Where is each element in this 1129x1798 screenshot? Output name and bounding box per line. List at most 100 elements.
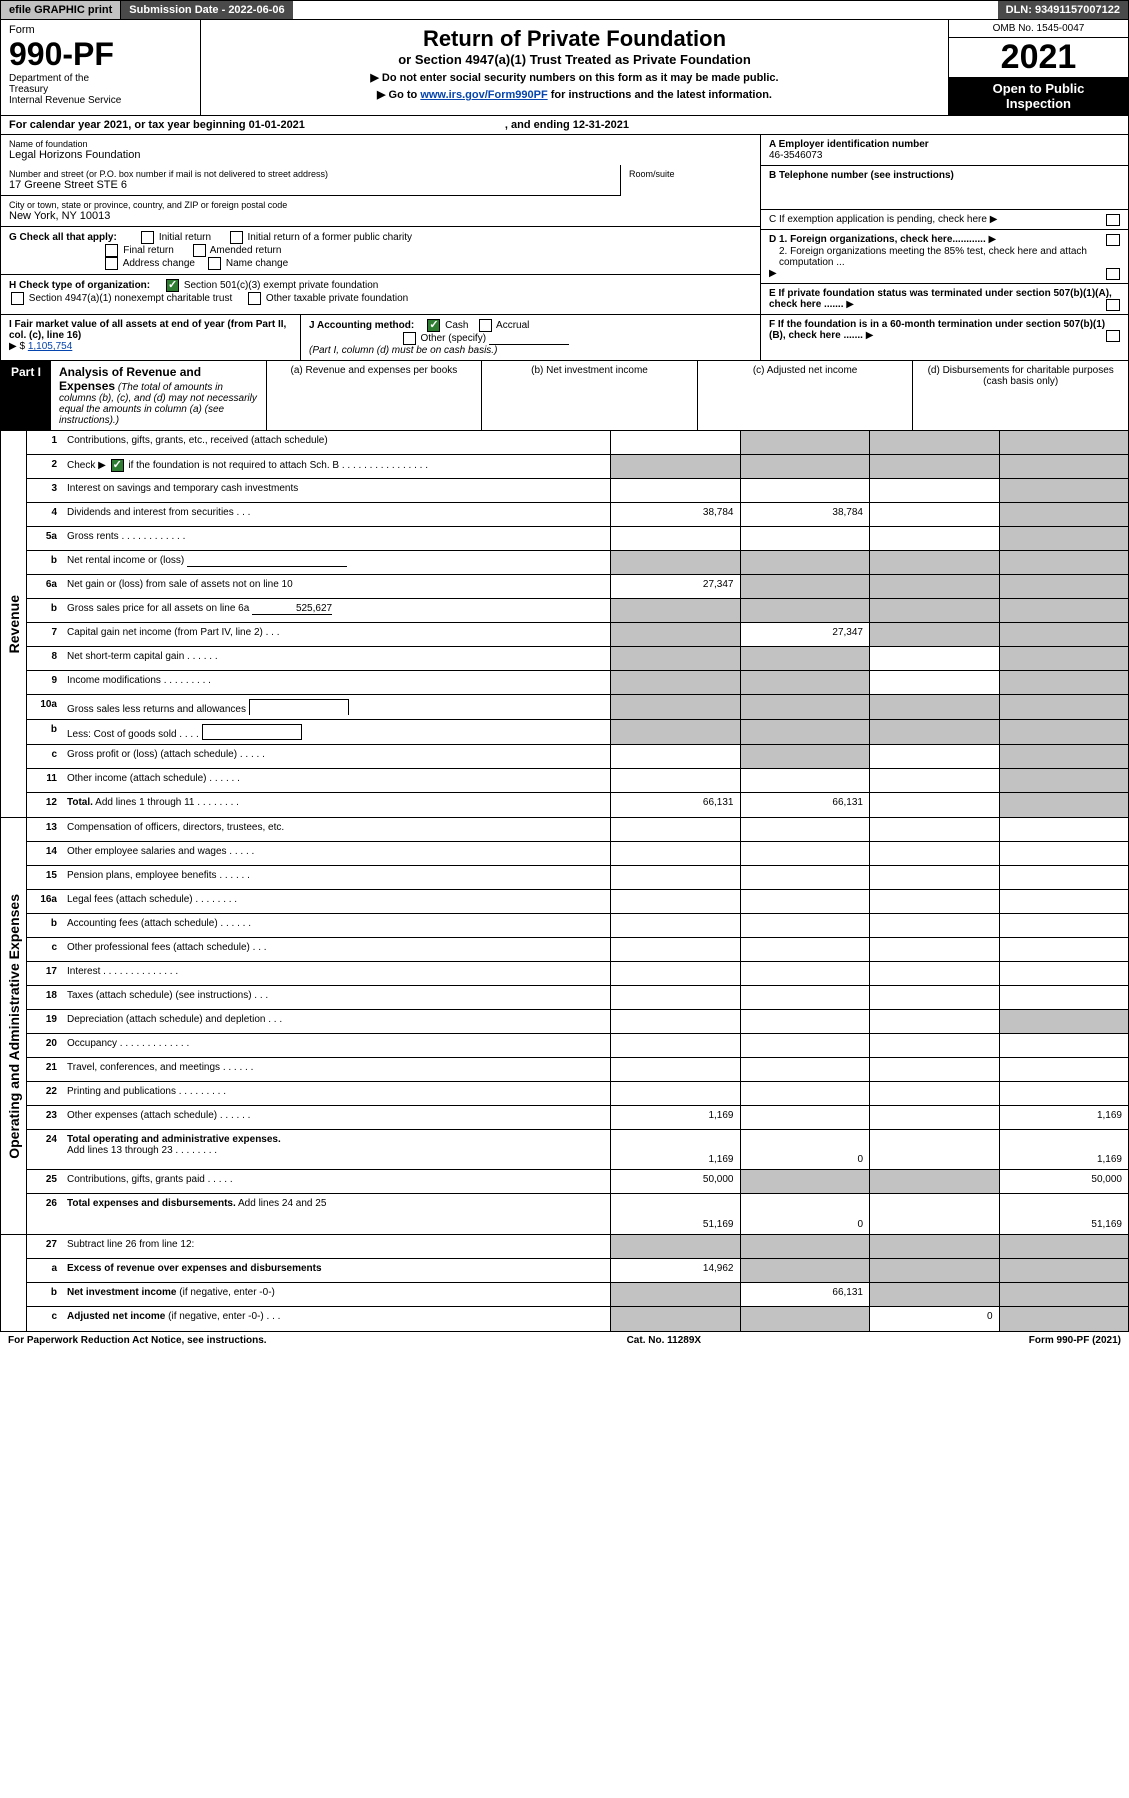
city-state-zip: New York, NY 10013: [9, 210, 752, 222]
line-27b: Net investment income (if negative, ente…: [63, 1283, 611, 1306]
city-label: City or town, state or province, country…: [9, 200, 752, 210]
col-c-hdr: (c) Adjusted net income: [697, 361, 913, 430]
checkbox-foreign-org[interactable]: [1106, 234, 1120, 246]
checkbox-initial-return[interactable]: [141, 231, 154, 244]
checkbox-85pct[interactable]: [1106, 268, 1120, 280]
4947-lbl: Section 4947(a)(1) nonexempt charitable …: [29, 293, 232, 304]
arrow-icon: ▶: [989, 234, 997, 245]
line-17: Interest . . . . . . . . . . . . . .: [63, 962, 611, 985]
line-23: Other expenses (attach schedule) . . . .…: [63, 1106, 611, 1129]
l26-b: 0: [857, 1219, 863, 1230]
line-16a: Legal fees (attach schedule) . . . . . .…: [63, 890, 611, 913]
line-26: Total expenses and disbursements. Add li…: [63, 1194, 611, 1234]
checkbox-status-terminated[interactable]: [1106, 299, 1120, 311]
checkbox-60month[interactable]: [1106, 330, 1120, 342]
line-15: Pension plans, employee benefits . . . .…: [63, 866, 611, 889]
line-27c: Adjusted net income (if negative, enter …: [63, 1307, 611, 1331]
l27b-b: 66,131: [741, 1283, 871, 1306]
line-6a: Net gain or (loss) from sale of assets n…: [63, 575, 611, 598]
addr-label: Number and street (or P.O. box number if…: [9, 169, 612, 179]
open-inspection: Open to PublicInspection: [949, 77, 1128, 115]
checkbox-other-taxable[interactable]: [248, 292, 261, 305]
section-ijf: I Fair market value of all assets at end…: [0, 315, 1129, 361]
line-10b: Less: Cost of goods sold . . . .: [63, 720, 611, 744]
checkbox-name-change[interactable]: [208, 257, 221, 270]
line-25: Contributions, gifts, grants paid . . . …: [63, 1170, 611, 1193]
ein: 46-3546073: [769, 150, 822, 161]
form-subtitle: or Section 4947(a)(1) Trust Treated as P…: [211, 52, 938, 67]
checkbox-501c3[interactable]: [166, 279, 179, 292]
l6b-value: 525,627: [252, 603, 332, 615]
e-label: E If private foundation status was termi…: [769, 288, 1112, 310]
fmv-value: 1,105,754: [28, 341, 73, 352]
line-16c: Other professional fees (attach schedule…: [63, 938, 611, 961]
501c3-lbl: Section 501(c)(3) exempt private foundat…: [184, 280, 379, 291]
expenses-table: Operating and Administrative Expenses 13…: [0, 818, 1129, 1235]
line-10c: Gross profit or (loss) (attach schedule)…: [63, 745, 611, 768]
checkbox-exemption-pending[interactable]: [1106, 214, 1120, 226]
section-h: H Check type of organization: Section 50…: [1, 275, 760, 309]
expenses-tab-lbl: Operating and Administrative Expenses: [6, 894, 22, 1159]
col-a-hdr: (a) Revenue and expenses per books: [267, 361, 482, 430]
initial-former-lbl: Initial return of a former public charit…: [248, 232, 413, 243]
form-number: 990-PF: [9, 36, 192, 73]
name-change-lbl: Name change: [226, 258, 288, 269]
line-8: Net short-term capital gain . . . . . .: [63, 647, 611, 670]
l24-b: 0: [857, 1154, 863, 1165]
l24-a: 1,169: [708, 1154, 733, 1165]
checkbox-amended-return[interactable]: [193, 244, 206, 257]
checkbox-accrual[interactable]: [479, 319, 492, 332]
l7-b: 27,347: [741, 623, 871, 646]
other-specify-line: [489, 333, 569, 345]
line-22: Printing and publications . . . . . . . …: [63, 1082, 611, 1105]
name-label: Name of foundation: [9, 139, 752, 149]
l25-d: 50,000: [1000, 1170, 1129, 1193]
arrow-icon: ▶: [866, 330, 874, 341]
expenses-tab: Operating and Administrative Expenses: [1, 818, 27, 1234]
line-1: Contributions, gifts, grants, etc., rece…: [63, 431, 611, 454]
other-method-lbl: Other (specify): [420, 333, 486, 344]
top-bar: efile GRAPHIC print Submission Date - 20…: [0, 0, 1129, 20]
initial-return-lbl: Initial return: [159, 232, 211, 243]
checkbox-sch-b[interactable]: [111, 459, 124, 472]
checkbox-4947[interactable]: [11, 292, 24, 305]
l26-a: 51,169: [703, 1219, 734, 1230]
line-20: Occupancy . . . . . . . . . . . . .: [63, 1034, 611, 1057]
l4-a: 38,784: [611, 503, 741, 526]
amended-return-lbl: Amended return: [210, 245, 282, 256]
line-5b: Net rental income or (loss): [63, 551, 611, 574]
line-4: Dividends and interest from securities .…: [63, 503, 611, 526]
checkbox-other-method[interactable]: [403, 332, 416, 345]
d1-label: D 1. Foreign organizations, check here..…: [769, 234, 986, 245]
arrow-icon: ▶: [769, 268, 777, 279]
net-table: 27Subtract line 26 from line 12: aExcess…: [0, 1235, 1129, 1332]
omb-number: OMB No. 1545-0047: [949, 20, 1128, 38]
line-24: Total operating and administrative expen…: [63, 1130, 611, 1169]
irs-link[interactable]: www.irs.gov/Form990PF: [420, 89, 547, 101]
line-2: Check ▶ if the foundation is not require…: [63, 455, 611, 478]
l23-a: 1,169: [611, 1106, 741, 1129]
line-6b: Gross sales price for all assets on line…: [63, 599, 611, 622]
d2-label: 2. Foreign organizations meeting the 85%…: [769, 246, 1120, 268]
line-5a: Gross rents . . . . . . . . . . . .: [63, 527, 611, 550]
form-ref: Form 990-PF (2021): [1029, 1335, 1121, 1346]
entity-block: Name of foundation Legal Horizons Founda…: [0, 135, 1129, 315]
checkbox-cash[interactable]: [427, 319, 440, 332]
checkbox-final-return[interactable]: [105, 244, 118, 257]
b-label: B Telephone number (see instructions): [769, 170, 954, 181]
checkbox-initial-former[interactable]: [230, 231, 243, 244]
revenue-tab-lbl: Revenue: [6, 595, 22, 653]
arrow-icon: ▶: [990, 214, 998, 225]
cash-lbl: Cash: [445, 320, 468, 331]
foundation-name: Legal Horizons Foundation: [9, 149, 752, 161]
line-27a: Excess of revenue over expenses and disb…: [63, 1259, 611, 1282]
line-3: Interest on savings and temporary cash i…: [63, 479, 611, 502]
f-label: F If the foundation is in a 60-month ter…: [769, 319, 1105, 341]
checkbox-address-change[interactable]: [105, 257, 118, 270]
accrual-lbl: Accrual: [496, 320, 529, 331]
line-9: Income modifications . . . . . . . . .: [63, 671, 611, 694]
l27c-c: 0: [870, 1307, 1000, 1331]
tax-year: 2021: [949, 38, 1128, 77]
l26-d: 51,169: [1091, 1219, 1122, 1230]
page-footer: For Paperwork Reduction Act Notice, see …: [0, 1332, 1129, 1349]
